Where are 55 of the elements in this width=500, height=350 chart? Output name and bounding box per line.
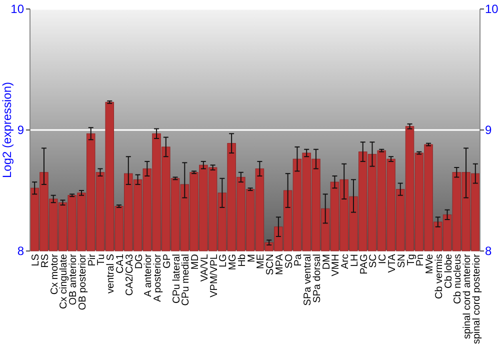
x-tick-label: LG [218, 254, 230, 268]
x-tick-label: Cb lobe [443, 254, 454, 288]
x-tick-label: SPa dorsal [312, 254, 323, 303]
x-tick-label: Cx cingulate [58, 254, 70, 310]
x-tick-label: SC [368, 254, 380, 268]
x-tick-label: SPa ventral [302, 254, 314, 306]
y2-tick-label: 9 [485, 123, 492, 138]
x-tick-label: Arc [340, 254, 352, 269]
x-tick-label: CA1 [115, 254, 126, 274]
x-tick-label: Pn [415, 254, 426, 266]
x-tick-label: Tu [96, 254, 108, 266]
x-tick-label: IC [378, 254, 389, 264]
x-tick-label: SCN [265, 254, 276, 276]
x-tick-label: MVe [424, 254, 436, 274]
x-tick-label: SO [284, 254, 295, 268]
x-tick-label: Cx motor [49, 253, 60, 295]
x-tick-label: MPA [274, 254, 286, 275]
x-tick-label: spinal cord posterior [471, 253, 482, 344]
x-tick-label: DM [321, 254, 332, 270]
x-tick-label: MD [190, 254, 202, 270]
y-axis-title: Log2 (expression) [0, 82, 14, 178]
y-tick-label: 9 [17, 123, 24, 138]
x-tick-label: OB anterior [68, 253, 80, 306]
x-tick-label: CPu lateral [171, 254, 182, 304]
x-tick-label: Pa [293, 254, 304, 266]
x-tick-label: MG [228, 254, 239, 270]
x-tick-label: Hb [236, 254, 248, 267]
y2-tick-label: 10 [485, 2, 499, 16]
x-tick-label: PAG [358, 254, 370, 274]
x-tick-label: M [246, 254, 258, 262]
x-tick-label: GP [162, 254, 173, 268]
x-tick-label: SN [396, 254, 408, 268]
x-tick-label: CA2/CA3 [124, 254, 136, 296]
x-tick-label: RS [40, 254, 51, 268]
x-tick-label: CPu medial [180, 254, 192, 306]
x-tick-label: Tg [406, 254, 417, 266]
x-tick-label: Pir [86, 253, 98, 266]
y-tick-label: 10 [10, 2, 24, 16]
x-tick-label: A anterior [143, 253, 154, 297]
x-tick-label: DG [134, 254, 145, 269]
x-tick-label: LH [349, 254, 360, 267]
x-tick-label: ME [256, 254, 267, 269]
x-tick-label: A posterior [152, 253, 164, 302]
x-tick-label: spinal cord anterior [462, 253, 474, 340]
x-tick-label: VA/VL [199, 254, 210, 282]
x-tick-label: VPM/VPL [208, 254, 220, 298]
x-tick-label: OB posterior [77, 253, 88, 310]
y-tick-label: 8 [17, 244, 24, 258]
y2-tick-label: 8 [485, 244, 492, 258]
x-tick-label: Cb vermis [434, 254, 445, 300]
x-tick-label: Cb nucleus [452, 254, 464, 304]
x-tick-label: LS [30, 254, 42, 266]
x-tick-label: VMH [330, 254, 342, 276]
x-tick-label: ventral S [106, 254, 117, 294]
x-tick-label: VTA [386, 254, 398, 273]
